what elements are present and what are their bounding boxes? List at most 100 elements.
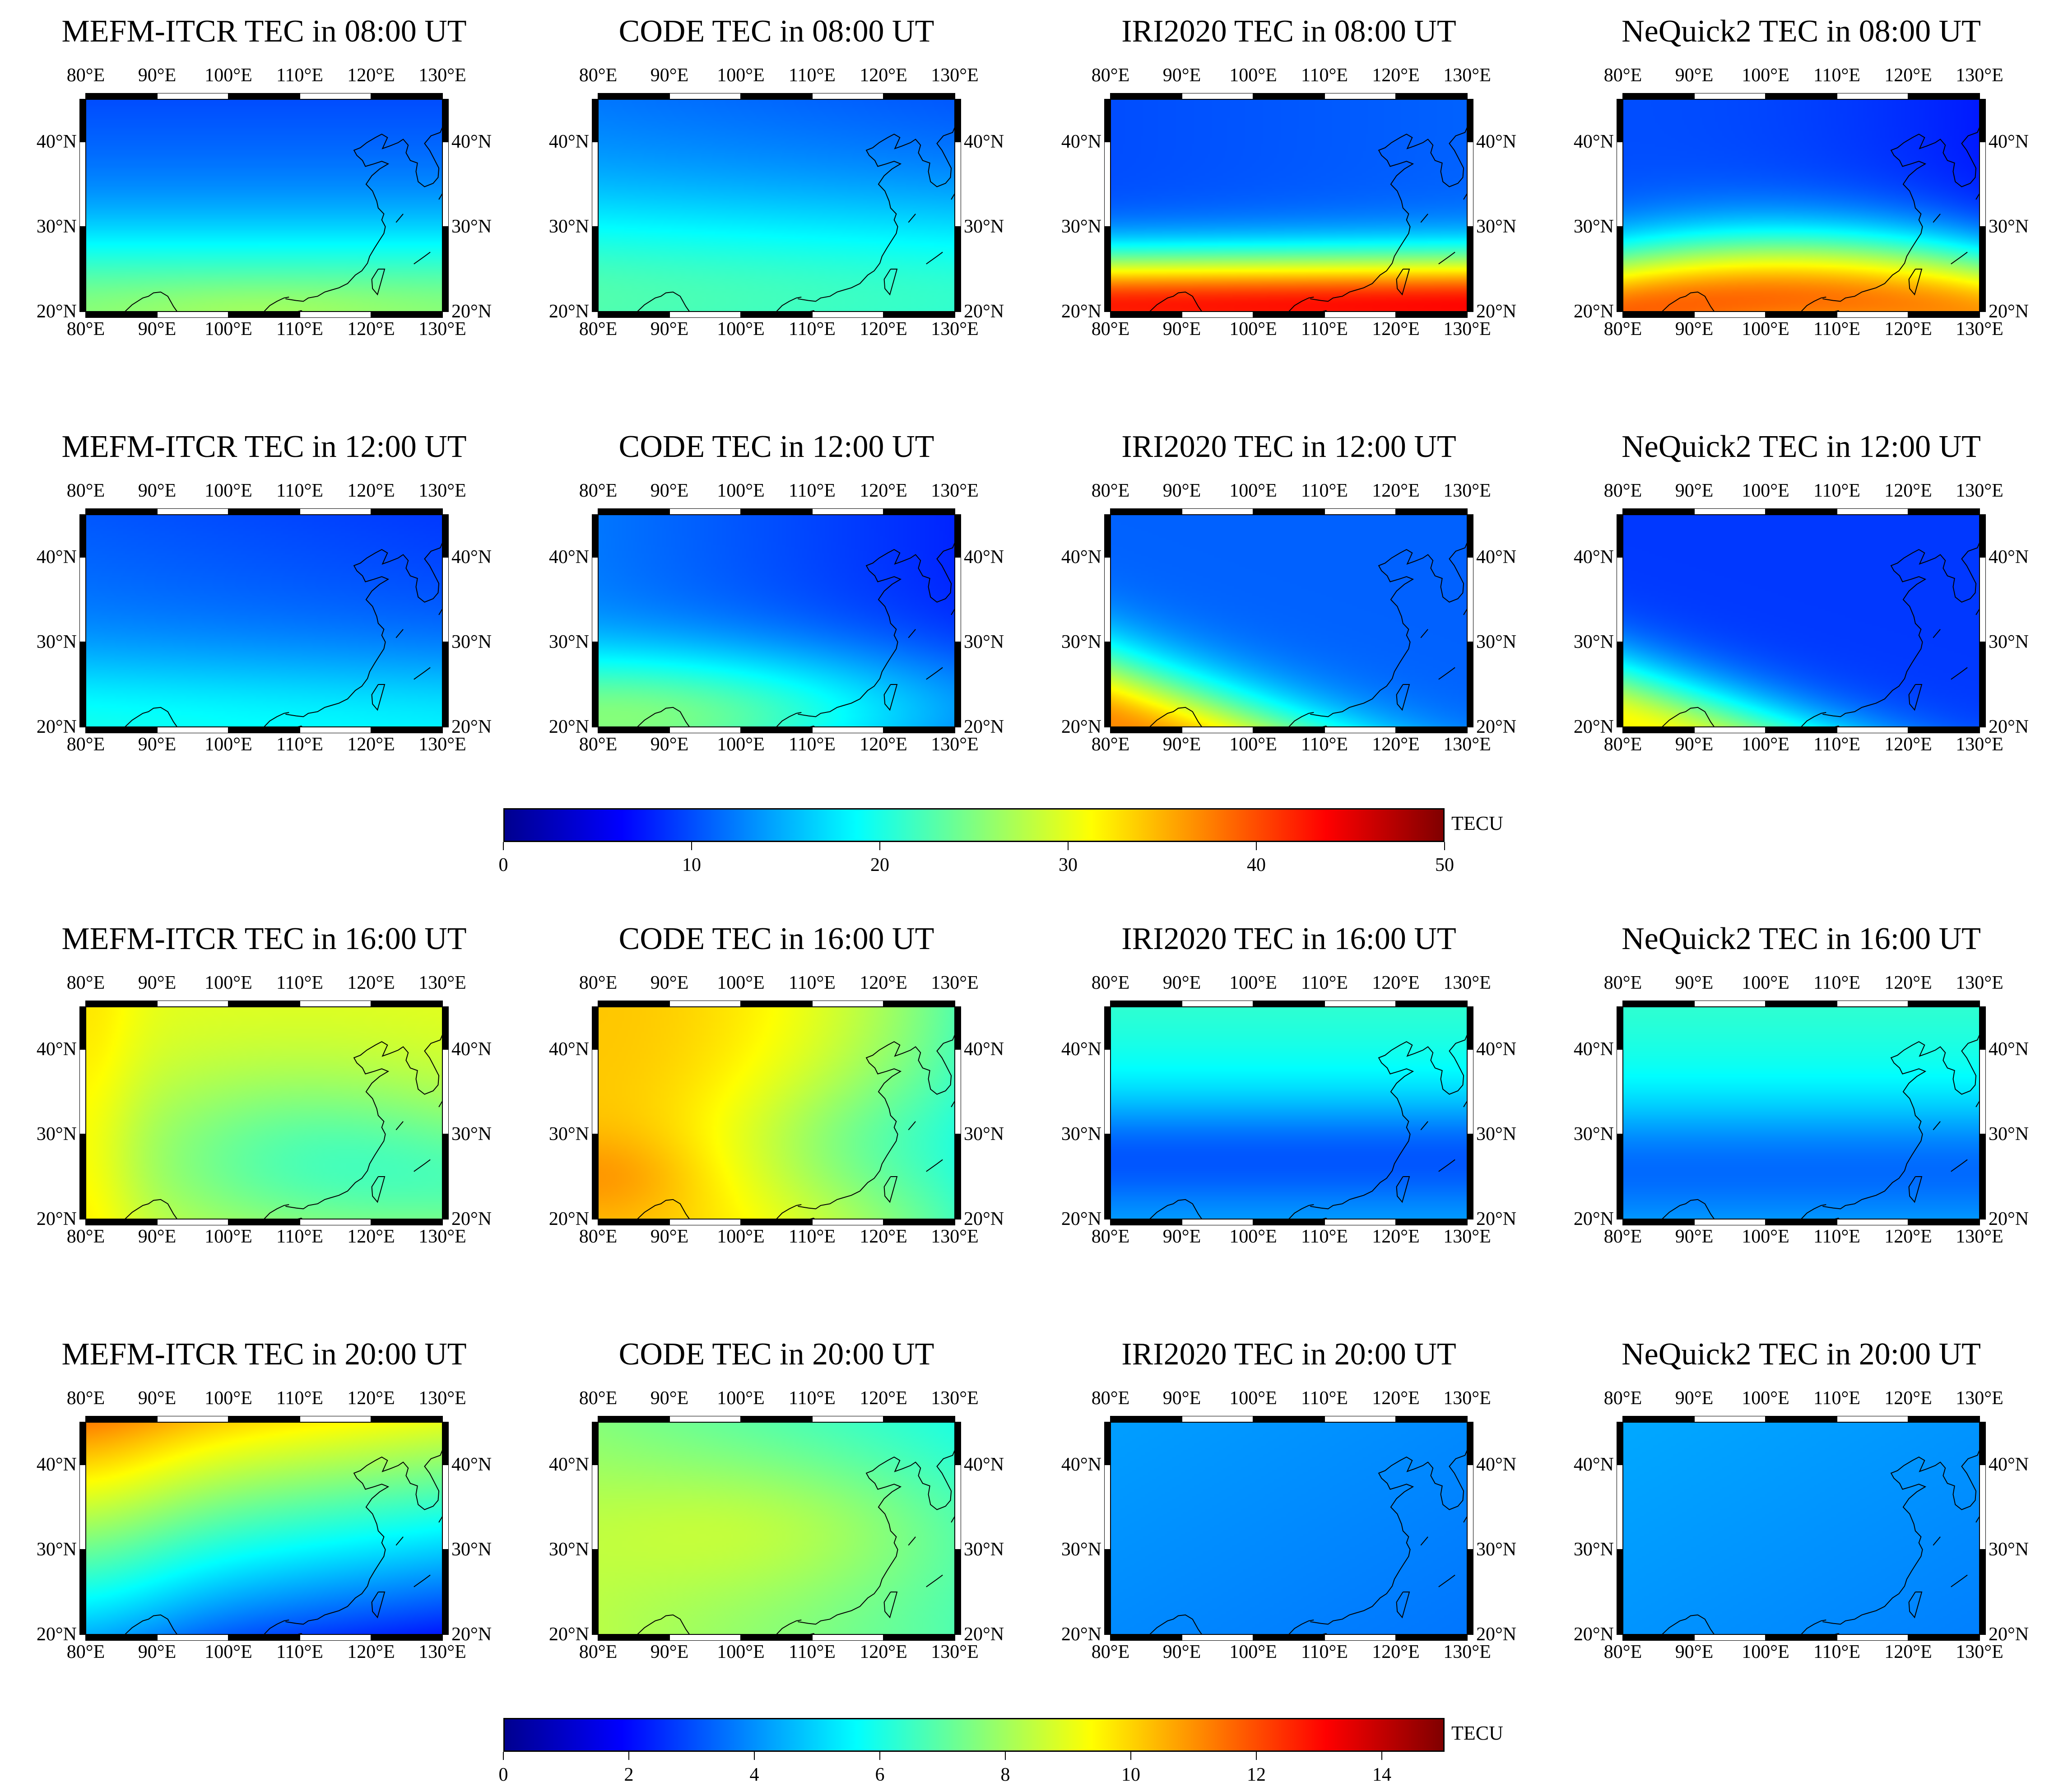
- frame-segment: [740, 311, 813, 318]
- lon-tick-label: 80°E: [66, 734, 105, 755]
- taiwan-outline: [1396, 684, 1410, 711]
- frame-segment: [1765, 1416, 1837, 1423]
- frame-segment: [79, 1006, 86, 1050]
- lon-tick-label: 80°E: [579, 480, 618, 501]
- frame-segment: [1467, 1464, 1473, 1550]
- frame-segment: [592, 141, 599, 227]
- coastline: [285, 541, 442, 717]
- frame-segment: [1622, 1001, 1695, 1007]
- frame-segment: [669, 1634, 741, 1641]
- lon-tick-label: 80°E: [1091, 65, 1130, 86]
- coastline-south: [776, 297, 802, 312]
- lat-tick-label: 20°N: [36, 301, 77, 322]
- frame-segment: [1908, 93, 1980, 100]
- frame-segment: [954, 514, 961, 558]
- frame-segment: [371, 1416, 443, 1423]
- lon-tick-label: 100°E: [1229, 65, 1277, 86]
- frame-segment: [1617, 1049, 1623, 1135]
- frame-segment: [1979, 226, 1986, 312]
- frame-segment: [1104, 1134, 1111, 1219]
- island-outline: [908, 1536, 916, 1546]
- island-outline: [1975, 1100, 1980, 1108]
- lon-tick-label: 90°E: [650, 734, 689, 755]
- colorbar-tick-mark: [1005, 1752, 1006, 1760]
- map-frame: [79, 508, 449, 733]
- frame-segment: [299, 93, 372, 100]
- map-frame: [1104, 508, 1473, 733]
- lon-tick-label: 130°E: [1443, 1642, 1491, 1662]
- tec-map-svg: [86, 1007, 442, 1219]
- frame-segment: [1694, 1219, 1766, 1225]
- lon-tick-label: 80°E: [1091, 1388, 1130, 1409]
- frame-segment: [1110, 1001, 1182, 1007]
- lat-tick-label: 30°N: [964, 216, 1004, 237]
- island-outline: [395, 629, 404, 638]
- frame-segment: [1467, 99, 1473, 142]
- lon-tick-label: 100°E: [717, 1388, 765, 1409]
- lon-tick-label: 130°E: [931, 319, 979, 340]
- lat-tick-label: 20°N: [548, 1209, 589, 1229]
- border-line: [637, 1614, 690, 1634]
- frame-segment: [592, 1422, 599, 1465]
- frame-segment: [228, 1001, 300, 1007]
- colorbar-tick-mark: [1444, 842, 1445, 850]
- lon-tick-label: 130°E: [931, 65, 979, 86]
- frame-segment: [1765, 1001, 1837, 1007]
- lon-tick-label: 130°E: [931, 1642, 979, 1662]
- colorbar-tick-label: 8: [1000, 1764, 1010, 1785]
- colorbar-tick-mark: [691, 842, 692, 850]
- lon-tick-label: 110°E: [789, 319, 836, 340]
- lat-tick-label: 40°N: [1573, 547, 1614, 568]
- frame-segment: [85, 1634, 158, 1641]
- lon-tick-label: 80°E: [1091, 319, 1130, 340]
- frame-segment: [1395, 1634, 1468, 1641]
- tec-map-svg: [86, 1422, 442, 1634]
- lat-tick-label: 30°N: [451, 1539, 492, 1560]
- frame-segment: [79, 514, 86, 558]
- panel-title: MEFM-ITCR TEC in 16:00 UT: [61, 922, 467, 956]
- frame-segment: [1181, 726, 1254, 733]
- coastline-south: [776, 1620, 802, 1634]
- coastline-south: [776, 712, 802, 727]
- frame-segment: [85, 508, 158, 515]
- island-outline: [1463, 608, 1467, 615]
- island-outline: [395, 1121, 404, 1131]
- map-frame: [592, 1416, 961, 1641]
- colorbar-tick-label: 6: [875, 1764, 885, 1785]
- colorbar-tick-label: 12: [1247, 1764, 1266, 1785]
- frame-segment: [1467, 1549, 1473, 1635]
- lon-tick-label: 110°E: [1301, 1388, 1348, 1409]
- map-frame: [592, 1001, 961, 1225]
- frame-segment: [79, 1049, 86, 1135]
- taiwan-outline: [371, 684, 386, 711]
- frame-segment: [740, 726, 813, 733]
- island-outline: [951, 193, 955, 200]
- lat-tick-label: 20°N: [548, 301, 589, 322]
- frame-segment: [812, 1416, 884, 1423]
- frame-segment: [79, 141, 86, 227]
- lon-tick-label: 100°E: [204, 65, 252, 86]
- lat-tick-label: 20°N: [451, 717, 492, 737]
- frame-segment: [740, 93, 813, 100]
- lat-tick-label: 40°N: [1476, 1454, 1517, 1475]
- panel-title: IRI2020 TEC in 12:00 UT: [1121, 429, 1456, 464]
- lon-tick-label: 90°E: [650, 973, 689, 993]
- island-outline: [1951, 1574, 1968, 1587]
- tec-map: [1111, 515, 1467, 727]
- lon-tick-label: 100°E: [1229, 480, 1277, 501]
- frame-segment: [1694, 1416, 1766, 1423]
- lon-tick-label: 120°E: [1372, 734, 1420, 755]
- frame-segment: [85, 1416, 158, 1423]
- lon-tick-label: 100°E: [204, 1388, 252, 1409]
- lon-tick-label: 90°E: [1162, 1642, 1201, 1662]
- border-line: [1662, 1614, 1715, 1634]
- lon-tick-label: 130°E: [931, 973, 979, 993]
- frame-segment: [1181, 1001, 1254, 1007]
- frame-segment: [157, 1416, 229, 1423]
- frame-segment: [1979, 141, 1986, 227]
- coastline: [798, 1449, 955, 1625]
- lon-tick-label: 120°E: [347, 319, 395, 340]
- lat-tick-label: 40°N: [1989, 1454, 2029, 1475]
- island-outline: [908, 629, 916, 638]
- frame-segment: [442, 1134, 449, 1219]
